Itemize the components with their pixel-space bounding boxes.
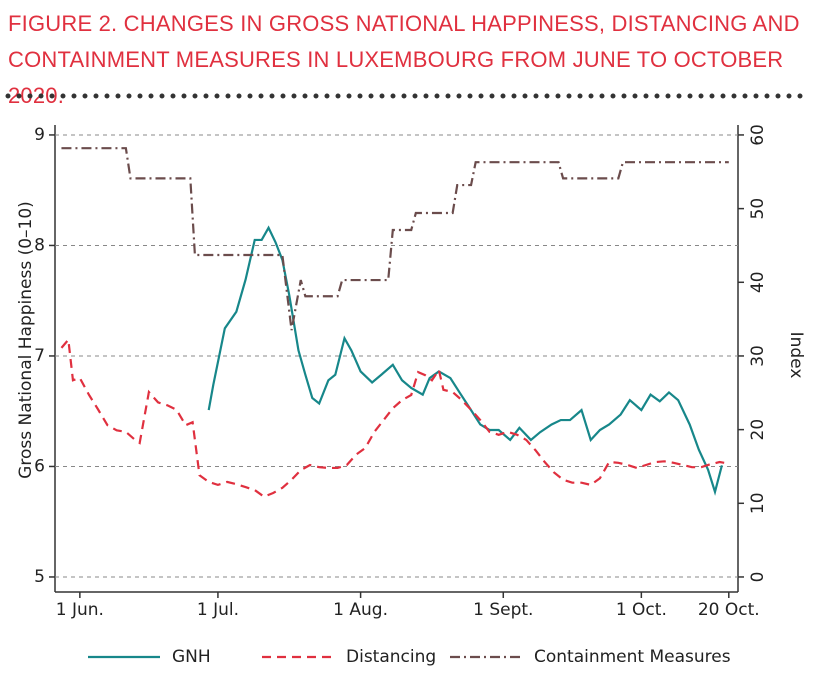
y2-tick-label: 50 [748,198,768,220]
y2-tick-label: 20 [748,419,768,441]
x-tick-label: 1 Aug. [333,600,388,620]
y-axis-label: Gross National Happiness (0–10) [16,201,36,479]
y2-axis-label: Index [786,332,806,379]
y2-tick-label: 60 [748,124,768,146]
series-line [61,147,729,331]
x-tick-label: 1 Sept. [473,600,533,620]
y-tick-label: 5 [34,567,45,587]
legend-label: Distancing [346,647,436,667]
series-line [207,225,723,496]
y2-tick-label: 40 [748,271,768,293]
x-tick-label: 1 Oct. [616,600,667,620]
y-tick-label: 9 [34,125,45,145]
x-tick-label: 1 Jul. [197,600,239,620]
x-tick-label: 1 Jun. [56,600,104,620]
legend-label: Containment Measures [534,647,731,667]
y2-tick-label: 10 [748,492,768,514]
y-tick-label: 6 [34,456,45,476]
y2-tick-label: 0 [748,572,768,583]
y-tick-label: 8 [34,235,45,255]
chart-title: FIGURE 2. CHANGES IN GROSS NATIONAL HAPP… [8,11,800,108]
y2-tick-label: 30 [748,345,768,367]
series-line [60,337,725,498]
x-tick-label: 20 Oct. [698,600,760,620]
y-tick-label: 7 [34,346,45,366]
legend-label: GNH [172,647,211,667]
